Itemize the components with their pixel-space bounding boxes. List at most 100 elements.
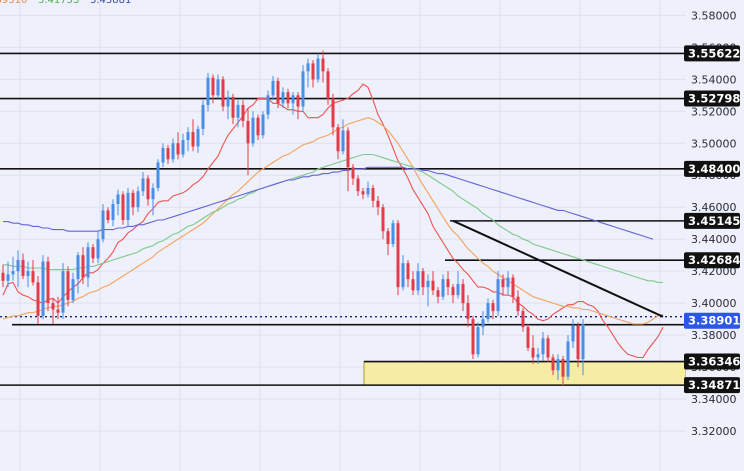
candle-body (236, 104, 240, 118)
level-tag-box (684, 252, 740, 269)
candle-63 (316, 53, 320, 83)
candle-body (231, 96, 235, 118)
candle-body (181, 140, 185, 155)
candle-20 (101, 204, 105, 243)
candle-body (86, 247, 90, 278)
candle-84 (421, 267, 425, 296)
ma-long-line (3, 166, 654, 240)
candle-body (491, 303, 495, 312)
candle-106 (531, 335, 535, 364)
candle-69 (346, 127, 350, 192)
candle-15 (76, 251, 80, 294)
candle-body (536, 354, 540, 358)
candle-23 (116, 189, 120, 216)
candle-87 (436, 287, 440, 304)
candle-24 (121, 191, 125, 225)
candle-58 (291, 92, 295, 115)
candle-body (196, 128, 200, 147)
candle-body (281, 92, 285, 104)
candle-9 (46, 256, 50, 312)
candle-body (511, 277, 515, 297)
candle-107 (536, 347, 540, 364)
candle-28 (141, 172, 145, 197)
candle-body (521, 311, 525, 328)
candle-body (396, 223, 400, 288)
candle-body (261, 114, 265, 136)
candle-body (66, 271, 70, 300)
candle-43 (216, 74, 220, 99)
candle-body (546, 338, 550, 358)
candle-3 (16, 250, 20, 288)
candle-71 (356, 175, 360, 197)
candle-body (31, 271, 35, 283)
candle-body (91, 247, 95, 259)
support-zone-layer (363, 361, 687, 386)
candle-60 (301, 64, 305, 112)
candle-body (251, 117, 255, 144)
candle-1 (6, 261, 10, 288)
candle-44 (221, 76, 225, 112)
candle-104 (521, 307, 525, 332)
axis-tick-label-2: 3.54000 (691, 73, 737, 86)
candle-body (541, 338, 545, 355)
candle-64 (321, 50, 325, 83)
candle-33 (166, 144, 170, 165)
candle-body (456, 283, 460, 296)
candle-body (286, 92, 290, 104)
level-tag-label: 3.52798 (688, 92, 740, 106)
candle-body (61, 271, 65, 313)
candle-14 (71, 272, 75, 304)
legend-value-2: 3.43881 (90, 0, 131, 6)
candle-body (576, 325, 580, 360)
candle-114 (571, 319, 575, 348)
candle-12 (61, 263, 65, 320)
candle-body (361, 191, 365, 195)
level-tag-box (684, 45, 740, 62)
candle-115 (576, 322, 580, 368)
candle-67 (336, 124, 340, 160)
candle-body (36, 282, 40, 316)
candle-89 (446, 271, 450, 296)
candle-body (566, 341, 570, 377)
level-tag-box (684, 312, 740, 329)
level-tag-2: 3.48400 (684, 160, 740, 177)
candle-100 (501, 274, 505, 296)
candle-body (156, 162, 160, 189)
candle-49 (246, 108, 250, 176)
candle-body (76, 255, 80, 280)
candle-110 (551, 354, 555, 376)
axis-tick-label-7: 3.44000 (691, 233, 737, 246)
candle-42 (211, 74, 215, 104)
candle-body (321, 58, 325, 72)
candle-111 (556, 354, 560, 380)
axis-tick-label-12: 3.34000 (691, 393, 737, 406)
candle-51 (256, 114, 260, 141)
candle-body (246, 120, 250, 144)
candle-93 (466, 295, 470, 328)
candle-body (366, 188, 370, 195)
candle-body (6, 274, 10, 281)
candle-83 (416, 263, 420, 296)
candle-61 (306, 58, 310, 88)
candle-97 (486, 298, 490, 323)
candle-body (121, 194, 125, 221)
level-tag-label: 3.38901 (688, 314, 740, 328)
price-axis: 3.580003.560003.540003.520003.500003.480… (686, 0, 744, 471)
candle-34 (171, 138, 175, 163)
candle-body (421, 271, 425, 288)
candle-95 (476, 322, 480, 358)
candle-59 (296, 92, 300, 120)
candle-27 (136, 186, 140, 213)
candle-body (206, 77, 210, 105)
candle-body (496, 279, 500, 312)
candle-body (136, 191, 140, 208)
legend-value-1: 3.41753 (38, 0, 79, 6)
level-tag-label: 3.45145 (688, 214, 740, 228)
candle-38 (191, 119, 195, 152)
candle-78 (391, 220, 395, 248)
candle-37 (186, 127, 190, 152)
axis-tick-label-0: 3.58000 (691, 9, 737, 22)
candle-96 (481, 311, 485, 336)
candle-22 (111, 199, 115, 227)
